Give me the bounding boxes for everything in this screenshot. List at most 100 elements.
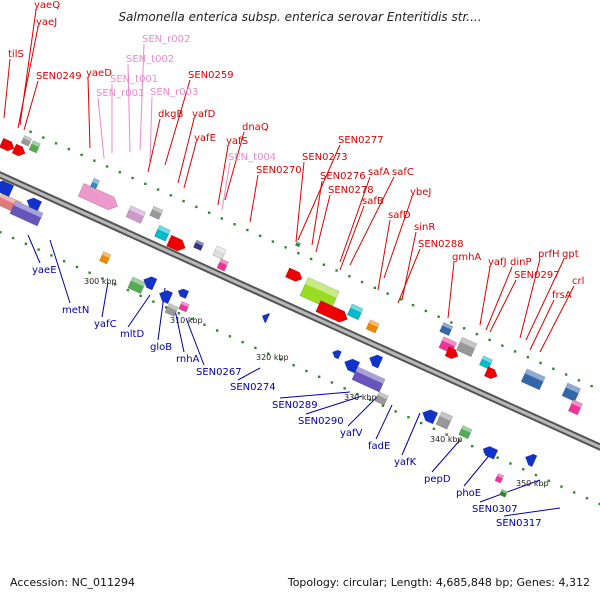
gene-arrow-reverse <box>0 180 15 197</box>
tick-dot <box>24 242 28 246</box>
callout-line <box>447 261 455 319</box>
gene-block <box>9 200 44 227</box>
gene-label-sen0259: SEN0259 <box>188 70 234 81</box>
gene-block-shine <box>195 240 204 246</box>
gene-feature <box>154 224 171 242</box>
gene-feature <box>374 391 389 406</box>
tick-dot <box>292 364 295 367</box>
tick-dot <box>373 286 377 290</box>
gene-label-glob: gloB <box>150 342 172 353</box>
tick-dot <box>37 248 40 251</box>
gene-label-sen_r003: SEN_r003 <box>150 87 198 98</box>
gene-feature <box>422 409 439 425</box>
gene-label-sen_t002: SEN_t002 <box>126 54 174 65</box>
gene-arrow-reverse <box>482 446 499 460</box>
tick-dot <box>203 323 206 326</box>
gene-block-shine <box>571 399 583 408</box>
ruler-label: 320 kbp <box>256 353 289 362</box>
tick-dot <box>501 344 504 347</box>
callout-line <box>147 118 161 173</box>
gene-block <box>294 241 302 248</box>
gene-feature <box>483 366 498 380</box>
tick-dot <box>54 142 58 145</box>
tick-dot <box>322 263 326 266</box>
tick-dot <box>50 254 53 257</box>
gene-label-safc: safC <box>392 167 414 178</box>
tick-dot <box>348 275 351 278</box>
gene-block <box>178 301 190 313</box>
tick-dot <box>113 283 117 286</box>
tick-dot <box>317 375 321 378</box>
ruler-label: 350 kbp <box>516 479 549 488</box>
gene-label-sen0289: SEN0289 <box>272 400 318 411</box>
gene-block-shine <box>13 200 44 218</box>
tick-dot <box>118 171 122 174</box>
gene-block-shine <box>305 277 340 298</box>
tick-dot <box>144 182 147 185</box>
gene-label-safb: safB <box>362 196 384 207</box>
gene-feature <box>77 183 118 211</box>
gene-block <box>499 488 508 498</box>
callout-line <box>401 412 421 456</box>
gene-block <box>20 135 33 147</box>
gene-label-sen0270: SEN0270 <box>256 165 302 176</box>
tick-dot <box>220 217 224 220</box>
gene-feature <box>20 135 33 147</box>
callout-line <box>305 395 363 415</box>
callout-line <box>479 479 541 503</box>
gene-arrow-forward <box>483 366 498 380</box>
gene-block <box>478 355 494 370</box>
tick-dot <box>80 153 83 157</box>
gene-arrow-reverse <box>525 453 538 468</box>
callout-line <box>529 299 555 351</box>
gene-feature <box>178 301 190 313</box>
ruler-label: 340 kbp <box>430 435 463 444</box>
tick-dot <box>228 335 232 338</box>
tick-dot <box>526 356 530 359</box>
tick-dot <box>445 433 448 436</box>
callout-line <box>97 97 105 159</box>
callout-line <box>539 285 575 353</box>
gene-feature <box>365 319 380 334</box>
gene-feature <box>28 140 41 154</box>
tick-dot <box>590 384 593 388</box>
gene-label-mltd: mltD <box>120 329 144 340</box>
tick-dot <box>126 288 130 292</box>
tick-dot <box>258 234 262 238</box>
callout-line <box>279 391 351 399</box>
gene-label-sen_r001: SEN_r001 <box>96 88 144 99</box>
gene-feature <box>369 354 384 369</box>
tick-dot <box>246 228 249 232</box>
gene-label-sen0307: SEN0307 <box>472 504 518 515</box>
callout-line <box>311 180 323 246</box>
gene-feature <box>456 336 478 358</box>
gene-label-sen_t004: SEN_t004 <box>228 152 276 163</box>
tick-dot <box>156 188 160 191</box>
callout-line <box>224 131 245 201</box>
gene-feature <box>315 300 348 323</box>
gene-feature <box>149 205 164 220</box>
callout-line <box>101 281 109 318</box>
gene-block <box>439 321 454 336</box>
callout-line <box>237 367 261 381</box>
tick-dot <box>539 361 542 365</box>
gene-block <box>351 366 386 393</box>
gene-feature <box>0 137 15 152</box>
callout-line <box>375 404 393 440</box>
tick-dot <box>177 311 181 315</box>
gene-label-sen0288: SEN0288 <box>418 239 464 250</box>
gene-block-shine <box>92 178 100 185</box>
gene-label-yafc: yafC <box>94 319 117 330</box>
gene-label-yafd: yafD <box>192 109 216 120</box>
callout-line <box>221 161 231 211</box>
gene-label-yaej: yaeJ <box>36 17 57 28</box>
gene-feature <box>193 239 205 252</box>
gene-arrow-reverse <box>261 313 271 324</box>
tick-dot <box>585 496 589 500</box>
gene-block-shine <box>442 322 453 330</box>
gene-feature <box>444 346 459 360</box>
gene-feature <box>458 425 473 440</box>
gene-block <box>216 258 229 272</box>
callout-line <box>87 77 91 149</box>
callout-line <box>217 145 229 206</box>
